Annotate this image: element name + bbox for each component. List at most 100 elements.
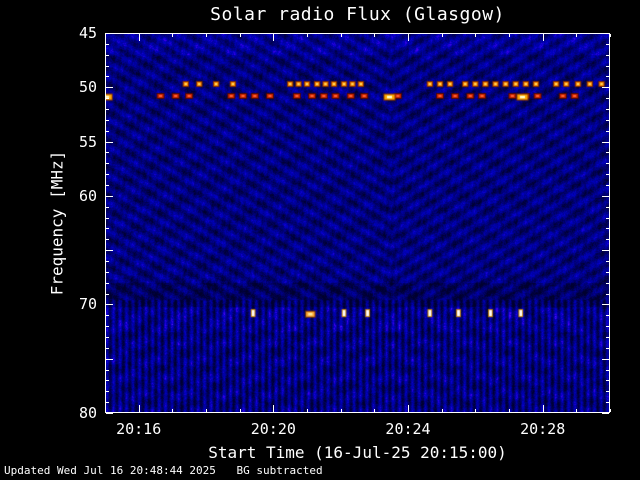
tick-mark <box>172 409 173 412</box>
tick-mark <box>106 283 109 284</box>
tick-mark <box>106 87 113 88</box>
tick-mark <box>106 250 113 251</box>
tick-mark <box>106 359 113 360</box>
tick-mark <box>606 207 609 208</box>
tick-mark <box>602 413 609 414</box>
tick-mark <box>106 66 109 67</box>
tick-mark <box>606 402 609 403</box>
tick-mark <box>606 152 609 153</box>
tick-mark <box>606 131 609 132</box>
tick-mark <box>606 66 609 67</box>
tick-mark <box>106 261 109 262</box>
tick-mark <box>408 34 409 41</box>
tick-mark <box>106 142 113 143</box>
tick-mark <box>106 185 109 186</box>
tick-mark <box>106 304 113 305</box>
tick-mark <box>172 34 173 37</box>
tick-mark <box>374 34 375 37</box>
tick-mark <box>374 409 375 412</box>
tick-mark <box>606 120 609 121</box>
tick-mark <box>610 409 611 412</box>
tick-mark <box>106 380 109 381</box>
tick-mark <box>606 163 609 164</box>
y-tick-label: 70 <box>78 295 97 314</box>
tick-mark <box>139 34 140 41</box>
tick-mark <box>106 391 109 392</box>
tick-mark <box>442 409 443 412</box>
tick-mark <box>408 405 409 412</box>
tick-mark <box>307 409 308 412</box>
tick-mark <box>606 109 609 110</box>
tick-mark <box>106 218 109 219</box>
tick-mark <box>106 131 109 132</box>
tick-mark <box>106 109 109 110</box>
y-tick-label: 45 <box>78 24 97 42</box>
tick-mark <box>341 34 342 37</box>
tick-mark <box>606 55 609 56</box>
tick-mark <box>606 348 609 349</box>
tick-mark <box>273 405 274 412</box>
tick-mark <box>606 174 609 175</box>
tick-mark <box>606 294 609 295</box>
tick-mark <box>602 142 609 143</box>
tick-mark <box>602 359 609 360</box>
tick-mark <box>543 34 544 41</box>
x-axis-label: Start Time (16-Jul-25 20:15:00) <box>208 443 507 462</box>
tick-mark <box>106 55 109 56</box>
updated-timestamp: Updated Wed Jul 16 20:48:44 2025 <box>4 464 216 477</box>
tick-mark <box>106 196 113 197</box>
tick-mark <box>606 76 609 77</box>
tick-mark <box>602 250 609 251</box>
tick-mark <box>273 34 274 41</box>
tick-mark <box>602 196 609 197</box>
tick-mark <box>240 34 241 37</box>
tick-mark <box>606 185 609 186</box>
tick-mark <box>240 409 241 412</box>
tick-mark <box>576 409 577 412</box>
tick-mark <box>105 34 106 37</box>
tick-mark <box>106 207 109 208</box>
tick-mark <box>106 272 109 273</box>
tick-mark <box>206 34 207 37</box>
chart-title: Solar radio Flux (Glasgow) <box>210 4 505 25</box>
bg-subtracted-note: BG subtracted <box>236 464 323 477</box>
tick-mark <box>106 120 109 121</box>
tick-mark <box>606 261 609 262</box>
tick-mark <box>606 326 609 327</box>
tick-mark <box>106 33 113 34</box>
tick-mark <box>206 409 207 412</box>
tick-mark <box>341 409 342 412</box>
tick-mark <box>606 391 609 392</box>
tick-mark <box>606 228 609 229</box>
tick-mark <box>602 304 609 305</box>
tick-mark <box>106 76 109 77</box>
tick-mark <box>606 370 609 371</box>
tick-mark <box>606 218 609 219</box>
y-tick-label: 55 <box>78 132 97 151</box>
tick-mark <box>475 34 476 37</box>
tick-mark <box>106 294 109 295</box>
tick-mark <box>139 405 140 412</box>
tick-mark <box>602 87 609 88</box>
x-tick-label: 20:24 <box>385 420 431 438</box>
tick-mark <box>543 405 544 412</box>
tick-mark <box>602 33 609 34</box>
tick-mark <box>106 315 109 316</box>
tick-mark <box>106 413 113 414</box>
tick-mark <box>475 409 476 412</box>
tick-mark <box>106 402 109 403</box>
y-axis-label: Frequency [MHz] <box>47 150 67 296</box>
y-tick-label: 60 <box>78 186 97 205</box>
tick-mark <box>106 239 109 240</box>
x-tick-label: 20:20 <box>250 420 296 438</box>
y-tick-label: 80 <box>78 404 97 422</box>
tick-mark <box>106 337 109 338</box>
spectrogram-canvas <box>105 33 610 413</box>
tick-mark <box>606 98 609 99</box>
tick-mark <box>442 34 443 37</box>
tick-mark <box>606 283 609 284</box>
tick-mark <box>606 272 609 273</box>
tick-mark <box>509 34 510 37</box>
tick-mark <box>106 348 109 349</box>
